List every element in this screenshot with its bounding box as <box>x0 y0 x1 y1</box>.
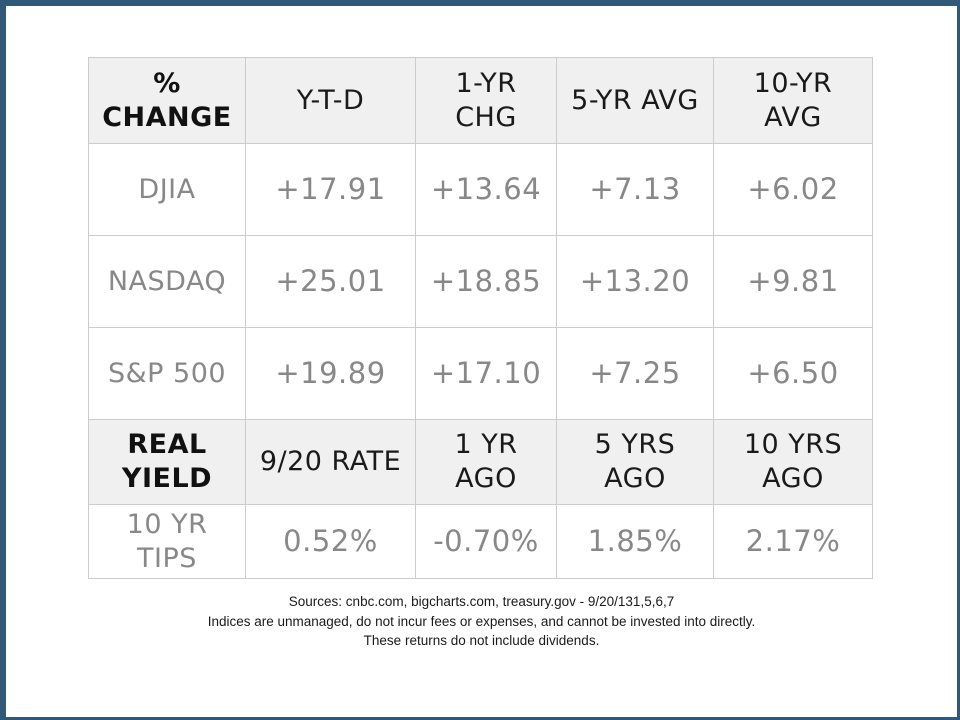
footnote-sources: Sources: cnbc.com, bigcharts.com, treasu… <box>288 594 675 609</box>
header-cell-1yr-ago: 1 YR AGO <box>415 419 557 505</box>
nasdaq-ytd: +25.01 <box>245 235 416 328</box>
header-cell-10yr-avg: 10-YR AVG <box>713 57 873 144</box>
header-cell-5yr-avg: 5-YR AVG <box>556 57 714 144</box>
header-cell-10yrs-ago: 10 YRS AGO <box>713 419 873 505</box>
returns-table: % CHANGE Y-T-D 1-YR CHG 5-YR AVG 10-YR A… <box>88 57 873 579</box>
tips-5yrs-ago: 1.85% <box>556 504 714 579</box>
header-cell-920-rate: 9/20 RATE <box>245 419 416 505</box>
table-header-row: % CHANGE Y-T-D 1-YR CHG 5-YR AVG 10-YR A… <box>88 57 873 144</box>
row-label-nasdaq: NASDAQ <box>88 235 246 328</box>
footnotes: Sources: cnbc.com, bigcharts.com, treasu… <box>6 592 957 651</box>
header-cell-ytd: Y-T-D <box>245 57 416 144</box>
header-cell-1yr-chg: 1-YR CHG <box>415 57 557 144</box>
nasdaq-10yr: +9.81 <box>713 235 873 328</box>
nasdaq-1yr: +18.85 <box>415 235 557 328</box>
header-cell-real-yield: REAL YIELD <box>88 419 246 505</box>
footnote-disclaimer: Indices are unmanaged, do not incur fees… <box>207 613 756 629</box>
table-row-tips: 10 YR TIPS 0.52% -0.70% 1.85% 2.17% <box>88 504 873 579</box>
djia-10yr: +6.02 <box>713 143 873 236</box>
table-row-nasdaq: NASDAQ +25.01 +18.85 +13.20 +9.81 <box>88 235 873 328</box>
tips-10yrs-ago: 2.17% <box>713 504 873 579</box>
sp500-5yr: +7.25 <box>556 327 714 420</box>
tips-rate: 0.52% <box>245 504 416 579</box>
header-cell-5yrs-ago: 5 YRS AGO <box>556 419 714 505</box>
footnote-dividends: These returns do not include dividends. <box>363 633 600 648</box>
tips-1yr-ago: -0.70% <box>415 504 557 579</box>
sp500-ytd: +19.89 <box>245 327 416 420</box>
row-label-djia: DJIA <box>88 143 246 236</box>
djia-5yr: +7.13 <box>556 143 714 236</box>
nasdaq-5yr: +13.20 <box>556 235 714 328</box>
header-cell-pct-change: % CHANGE <box>88 57 246 144</box>
djia-1yr: +13.64 <box>415 143 557 236</box>
row-label-10yr-tips: 10 YR TIPS <box>88 504 246 579</box>
sp500-1yr: +17.10 <box>415 327 557 420</box>
sp500-10yr: +6.50 <box>713 327 873 420</box>
table-row-djia: DJIA +17.91 +13.64 +7.13 +6.02 <box>88 143 873 236</box>
yield-header-row: REAL YIELD 9/20 RATE 1 YR AGO 5 YRS AGO … <box>88 419 873 505</box>
row-label-sp500: S&P 500 <box>88 327 246 420</box>
djia-ytd: +17.91 <box>245 143 416 236</box>
table-row-sp500: S&P 500 +19.89 +17.10 +7.25 +6.50 <box>88 327 873 420</box>
